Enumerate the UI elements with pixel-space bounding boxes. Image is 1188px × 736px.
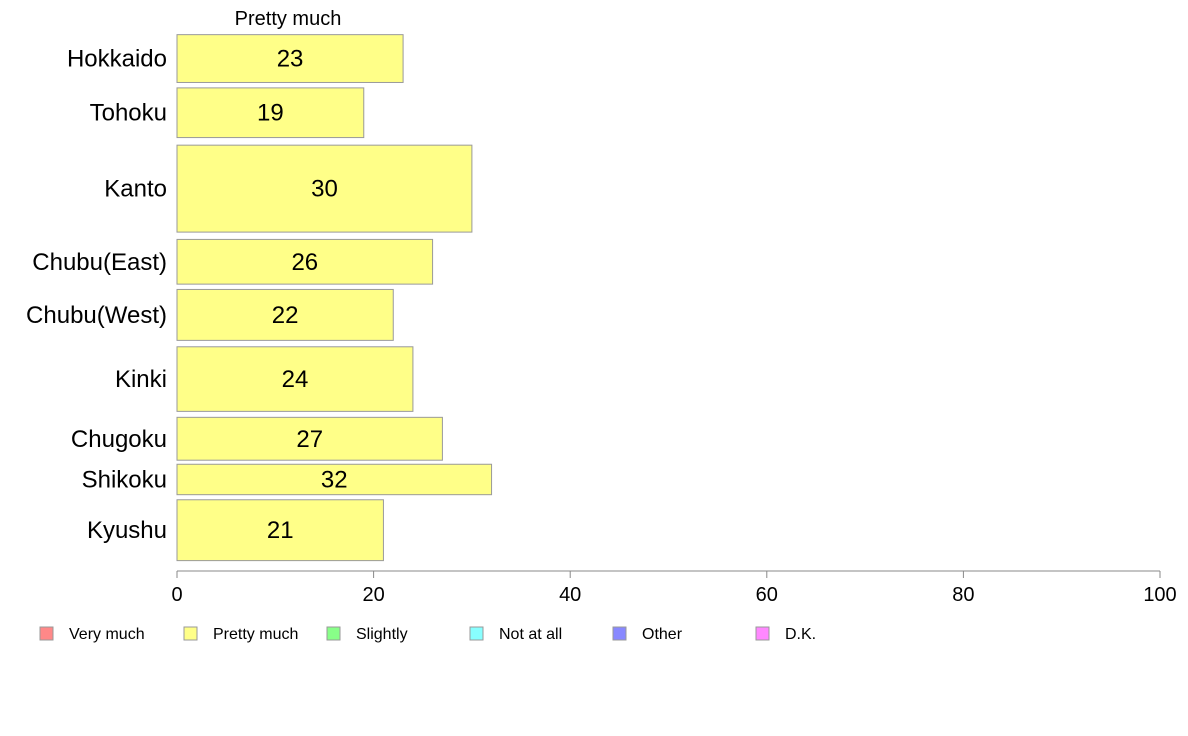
legend-swatch xyxy=(326,626,341,641)
column-title: Pretty much xyxy=(235,8,342,30)
x-tick-label: 40 xyxy=(559,584,581,606)
x-tick-label: 20 xyxy=(362,584,384,606)
legend-label: Not at all xyxy=(499,626,562,643)
bar-chubu-east- xyxy=(176,238,434,285)
legend-label: Other xyxy=(642,626,683,643)
bar-shikoku xyxy=(176,463,493,496)
category-label: Kanto xyxy=(104,176,167,203)
bar-value-label: 19 xyxy=(257,100,284,127)
legend: Very much Pretty much Slightly Not at all Ot… xyxy=(39,626,816,643)
x-axis: 0 20 40 60 80 100 xyxy=(171,570,1177,606)
bar-chugoku xyxy=(176,416,443,461)
legend-swatch xyxy=(469,626,484,641)
legend-label: Slightly xyxy=(356,626,408,643)
bar-value-label: 23 xyxy=(277,46,304,73)
bar-kinki xyxy=(176,346,414,412)
category-label: Kinki xyxy=(115,366,167,393)
bar-value-label: 21 xyxy=(267,517,294,544)
x-tick-label: 100 xyxy=(1143,584,1176,606)
category-label: Kyushu xyxy=(87,517,167,544)
x-tick-label: 60 xyxy=(756,584,778,606)
legend-swatch xyxy=(183,626,198,641)
bar-value-label: 26 xyxy=(291,249,318,276)
bar-value-label: 30 xyxy=(311,176,338,203)
legend-label: D.K. xyxy=(785,626,816,643)
legend-swatch xyxy=(755,626,770,641)
legend-swatch xyxy=(39,626,54,641)
bar-kanto xyxy=(176,144,473,233)
category-label: Chubu(West) xyxy=(26,302,167,329)
bar-tohoku xyxy=(176,87,365,139)
bar-value-label: 24 xyxy=(282,366,309,393)
category-label: Shikoku xyxy=(82,466,167,493)
category-label: Chubu(East) xyxy=(32,249,167,276)
bar-hokkaido xyxy=(176,34,404,83)
category-label: Hokkaido xyxy=(67,46,167,73)
x-tick-label: 80 xyxy=(952,584,974,606)
category-label: Tohoku xyxy=(90,100,167,127)
bar-value-label: 27 xyxy=(296,426,323,453)
bar-value-label: 22 xyxy=(272,302,299,329)
bar-kyushu xyxy=(176,499,384,562)
legend-label: Pretty much xyxy=(213,626,298,643)
x-tick-label: 0 xyxy=(171,584,182,606)
legend-swatch xyxy=(612,626,627,641)
bar-chubu-west- xyxy=(176,288,394,341)
bars-group: Hokkaido 23 Tohoku 19 Kanto 30 Chubu(East) 26 Ch… xyxy=(26,34,493,562)
bar-value-label: 32 xyxy=(321,466,348,493)
legend-label: Very much xyxy=(69,626,145,643)
category-label: Chugoku xyxy=(71,426,167,453)
